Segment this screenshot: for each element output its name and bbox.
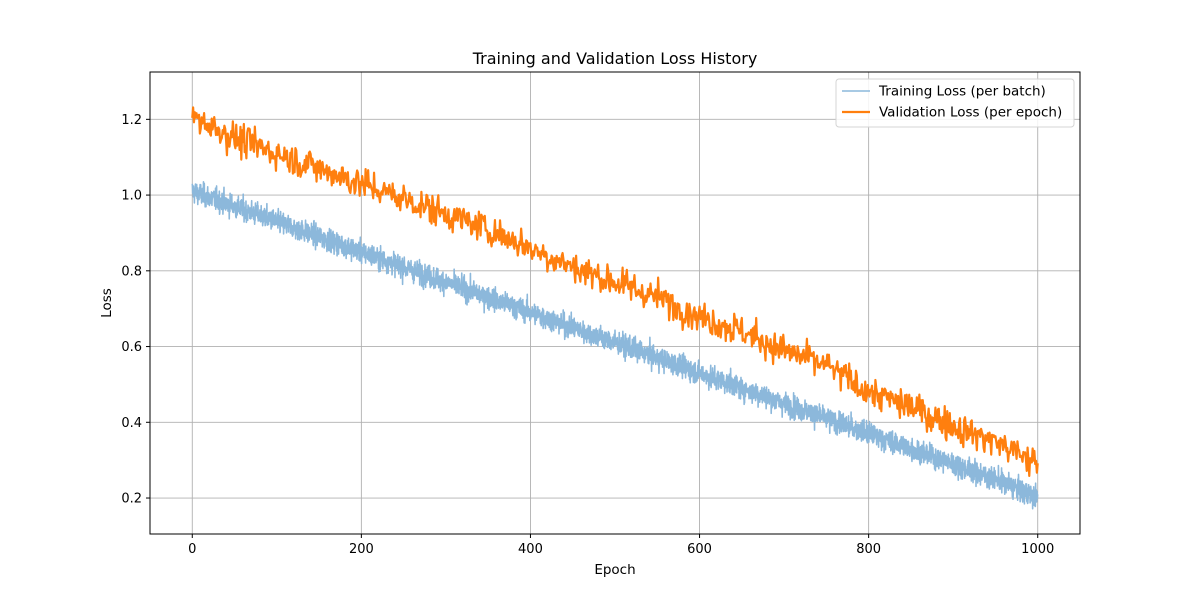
grid-layer: [150, 72, 1080, 534]
x-tick-label: 600: [687, 542, 712, 557]
legend-label: Validation Loss (per epoch): [879, 105, 1062, 121]
legend-box: [835, 78, 1075, 128]
legend: Training Loss (per batch) Validation Loss…: [835, 78, 1075, 128]
chart-title: Training and Validation Loss History: [472, 49, 758, 68]
x-axis-label: Epoch: [594, 562, 635, 578]
x-tick-label: 200: [349, 542, 374, 557]
series-layer: [191, 106, 1039, 510]
plot-frame: [149, 71, 1081, 535]
series-line-1: [191, 106, 1039, 478]
legend-label: Training Loss (per batch): [878, 84, 1046, 100]
x-tick-label: 1000: [1021, 542, 1054, 557]
x-tick-label: 800: [856, 542, 881, 557]
y-axis-label: Loss: [99, 288, 115, 318]
y-tick-label: 0.2: [121, 492, 142, 507]
x-tick-label: 400: [518, 542, 543, 557]
series-line-0: [191, 180, 1039, 510]
y-tick-label: 1.2: [121, 113, 142, 128]
y-tick-label: 0.6: [121, 340, 142, 355]
y-tick-label: 1.0: [121, 189, 142, 204]
tick-layer: 0 200 400 600 800 1000 0.2 0.4 0.6 0.8 1.0 1.2: [121, 113, 1054, 557]
x-tick-label: 0: [188, 542, 196, 557]
y-tick-label: 0.8: [121, 264, 142, 279]
y-tick-label: 0.4: [121, 416, 142, 431]
